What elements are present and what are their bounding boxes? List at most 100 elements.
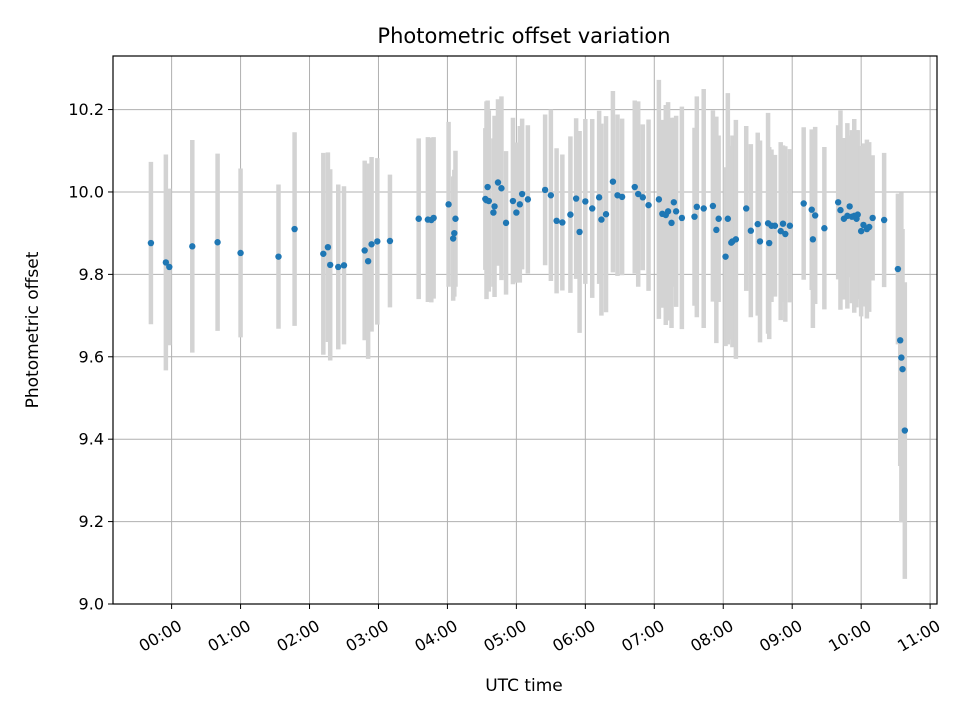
data-point xyxy=(618,193,626,201)
data-point xyxy=(898,354,905,361)
data-point xyxy=(655,196,663,203)
y-tick-label: 10.2 xyxy=(68,100,104,119)
data-point xyxy=(324,243,332,251)
data-point xyxy=(582,198,589,205)
data-point xyxy=(327,261,334,269)
data-point xyxy=(678,214,686,222)
data-point xyxy=(340,262,348,269)
data-point xyxy=(756,238,764,245)
data-point xyxy=(595,194,603,201)
data-point xyxy=(320,250,327,257)
data-point xyxy=(386,237,394,245)
data-point xyxy=(713,226,720,234)
data-point xyxy=(374,238,381,245)
data-point xyxy=(724,215,732,222)
x-tick-label: 11:00 xyxy=(894,616,943,656)
x-tick-label: 08:00 xyxy=(687,616,736,656)
x-tick-label: 00:00 xyxy=(136,616,185,656)
data-point xyxy=(559,219,566,226)
data-point xyxy=(237,249,244,257)
data-point xyxy=(747,227,755,234)
data-point xyxy=(491,203,498,210)
data-point xyxy=(777,227,784,235)
data-point xyxy=(897,337,904,344)
data-point xyxy=(430,214,437,222)
data-point xyxy=(364,257,372,265)
data-point xyxy=(189,243,196,250)
data-point xyxy=(857,227,865,235)
data-point xyxy=(869,214,876,222)
data-point xyxy=(854,211,861,218)
data-point xyxy=(567,211,574,218)
data-point xyxy=(880,216,888,224)
data-points xyxy=(147,178,909,434)
data-point xyxy=(415,215,422,222)
data-point xyxy=(518,190,526,198)
x-tick-label: 05:00 xyxy=(480,616,529,656)
data-point xyxy=(645,201,652,209)
data-point xyxy=(162,259,170,266)
data-point xyxy=(547,192,555,199)
data-point xyxy=(598,216,605,223)
data-point xyxy=(634,190,642,198)
data-point xyxy=(722,253,729,260)
y-tick-label: 9.8 xyxy=(79,265,104,284)
data-point xyxy=(214,239,221,246)
data-point xyxy=(800,200,807,207)
data-point xyxy=(766,239,773,247)
y-axis-title: Photometric offset xyxy=(23,251,43,408)
data-point xyxy=(509,197,517,205)
data-point xyxy=(368,241,375,248)
data-point xyxy=(291,225,298,233)
data-point xyxy=(782,230,789,238)
data-point xyxy=(786,222,794,229)
data-point xyxy=(275,253,282,260)
data-point xyxy=(335,263,342,271)
data-point xyxy=(147,239,155,247)
x-tick-label: 04:00 xyxy=(411,616,460,656)
data-point xyxy=(498,185,505,192)
chart-title: Photometric offset variation xyxy=(377,24,670,48)
plot-frame xyxy=(112,55,938,605)
data-point xyxy=(451,229,458,237)
data-point xyxy=(576,228,583,236)
data-point xyxy=(445,201,452,208)
data-point xyxy=(691,213,698,220)
data-point xyxy=(541,186,549,194)
data-point xyxy=(771,222,779,229)
x-axis-title: UTC time xyxy=(485,676,563,696)
y-tick-label: 9.6 xyxy=(79,347,104,366)
data-point xyxy=(361,247,368,254)
data-point xyxy=(894,265,902,273)
data-point xyxy=(779,220,787,227)
data-point xyxy=(899,365,906,373)
data-point xyxy=(602,211,610,218)
data-point xyxy=(589,205,596,212)
data-point xyxy=(639,194,646,201)
y-tick-label: 9.2 xyxy=(79,512,104,531)
x-tick-label: 02:00 xyxy=(273,616,322,656)
data-point xyxy=(670,199,678,206)
y-tick-label: 9.4 xyxy=(79,430,104,449)
data-point xyxy=(452,215,459,222)
data-point xyxy=(490,209,497,216)
data-point xyxy=(715,215,722,222)
data-point xyxy=(865,223,873,231)
data-point xyxy=(709,202,717,210)
y-tick-label: 9.0 xyxy=(79,595,104,614)
data-point xyxy=(732,236,740,243)
x-tick-label: 10:00 xyxy=(825,616,874,656)
data-point xyxy=(524,196,532,203)
data-point xyxy=(808,206,815,213)
x-tick-label: 09:00 xyxy=(756,616,805,656)
x-tick-label: 07:00 xyxy=(618,616,667,656)
data-point xyxy=(494,179,502,186)
data-point xyxy=(668,219,675,227)
data-point xyxy=(166,263,173,271)
data-point xyxy=(754,220,761,228)
data-point xyxy=(901,427,909,434)
data-point xyxy=(513,209,520,216)
data-point xyxy=(821,225,828,232)
